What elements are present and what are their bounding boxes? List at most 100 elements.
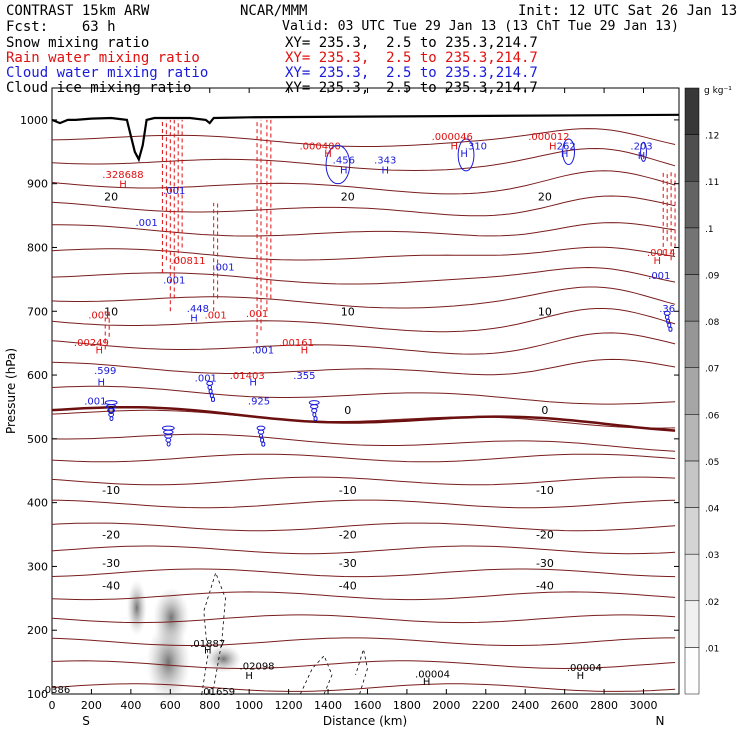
isotherm-label: -40: [339, 580, 357, 593]
colorbar-segment: [684, 414, 700, 462]
max-value-annotation: .00811: [171, 256, 206, 267]
temperature-contour: [51, 332, 676, 355]
cloud-water-contour: [163, 429, 174, 435]
field-xy-rain: XY= 235.3, 2.5 to 235.3,214.7: [285, 50, 538, 66]
x-tick-label: 800: [199, 699, 220, 712]
temperature-contour: [51, 358, 676, 376]
colorbar-tick-label: .09: [705, 271, 720, 281]
y-tick-label: 1000: [20, 114, 48, 127]
max-value-annotation: .001: [84, 397, 106, 408]
temperature-contour: [51, 614, 676, 624]
colorbar-tick-label: .05: [705, 458, 719, 468]
ice-shading: [205, 644, 242, 673]
field-xy-cloud-water: XY= 235.3, 2.5 to 235.3,214.7: [285, 65, 538, 81]
max-value-annotation: .00161: [279, 338, 314, 349]
isotherm-label: 10: [104, 305, 118, 318]
max-value-annotation: .310: [465, 141, 487, 152]
colorbar-segment: [684, 507, 700, 555]
x-tick-label: 600: [160, 699, 181, 712]
temperature-contour: [51, 683, 676, 692]
cloud-water-contour: [667, 322, 672, 328]
cloud-water-contour: [562, 138, 575, 166]
x-end-label-north: N: [656, 714, 665, 728]
colorbar-tick-label: .11: [705, 178, 719, 188]
temperature-contour: [51, 499, 676, 509]
valid-time: Valid: 03 UTC Tue 29 Jan 13 (13 ChT Tue …: [282, 19, 679, 34]
colorbar-tick-label: .06: [705, 411, 720, 421]
max-value-annotation: .01403: [230, 371, 265, 382]
max-value-annotation: .000046: [432, 132, 473, 143]
cloud-water-contour: [325, 144, 351, 185]
isotherm-label: -30: [102, 557, 120, 570]
y-tick-label: 100: [27, 688, 48, 701]
max-value-annotation: H: [577, 671, 585, 682]
colorbar-unit: g kg⁻¹: [704, 86, 732, 96]
cloud-water-contour: [261, 441, 266, 447]
cloud-water-contour: [312, 412, 317, 418]
max-value-annotation: H: [301, 346, 309, 357]
isotherm-label: -20: [339, 529, 357, 542]
colorbar-segment: [684, 227, 700, 275]
colorbar-tick-label: .03: [705, 551, 719, 561]
isotherm-label: 20: [538, 190, 552, 203]
x-tick-label: 3000: [630, 699, 658, 712]
temperature-contour: [51, 286, 676, 309]
max-value-annotation: H: [638, 151, 646, 162]
max-value-annotation: H: [249, 377, 257, 388]
y-tick-label: 600: [27, 369, 48, 382]
temperature-contour: [51, 170, 676, 195]
init-time: Init: 12 UTC Sat 26 Jan 13: [518, 3, 738, 19]
isotherm-label: -10: [536, 484, 554, 497]
x-tick-label: 2400: [511, 699, 539, 712]
cloud-water-contour: [313, 416, 318, 422]
cloud-water-contour: [666, 318, 671, 324]
colorbar-segment: [684, 87, 700, 135]
x-end-label-south: S: [82, 714, 90, 728]
isotherm-label: 0: [344, 404, 351, 417]
max-value-annotation: .456: [333, 155, 355, 166]
colorbar-tick-label: .02: [705, 598, 719, 608]
forecast-hour: Fcst: 63 h: [6, 19, 116, 35]
max-value-annotation: .925: [248, 397, 270, 408]
max-value-annotation: .355: [293, 371, 315, 382]
cloud-water-contour: [311, 408, 318, 414]
field-xy-snow: XY= 235.3, 2.5 to 235.3,214.7: [285, 35, 538, 51]
max-value-annotation: H: [460, 149, 468, 160]
ice-shading: [126, 579, 147, 636]
x-tick-label: 2000: [432, 699, 460, 712]
snow-contour: [300, 654, 333, 695]
max-value-annotation: H: [96, 346, 104, 357]
max-value-annotation: .0014: [647, 248, 676, 259]
max-value-annotation: .001: [212, 263, 234, 274]
max-value-annotation: H: [340, 166, 348, 177]
temperature-contour: [51, 568, 676, 578]
cloud-water-contour: [457, 138, 475, 172]
y-tick-label: 400: [27, 497, 48, 510]
y-tick-label: 700: [27, 305, 48, 318]
x-tick-label: 2800: [590, 699, 618, 712]
colorbar-segment: [684, 647, 700, 695]
colorbar-tick-label: .07: [705, 365, 719, 375]
max-value-annotation: .01659: [200, 687, 235, 698]
x-tick-label: 2600: [551, 699, 579, 712]
max-value-annotation: H: [654, 256, 662, 267]
isotherm-label: 10: [538, 305, 552, 318]
max-value-annotation: .00004: [567, 663, 602, 674]
temperature-contour: [51, 545, 676, 555]
cloud-water-contour: [207, 384, 213, 390]
max-value-annotation: .001: [163, 275, 185, 286]
colorbar-segment: [684, 134, 700, 182]
model-title: CONTRAST 15km ARW: [6, 3, 150, 19]
max-value-annotation: .36: [659, 304, 675, 315]
x-tick-label: 1800: [393, 699, 421, 712]
temperature-contour: [51, 147, 676, 172]
x-tick-label: 2200: [472, 699, 500, 712]
x-tick-label: 1600: [353, 699, 381, 712]
cloud-water-contour: [260, 437, 265, 443]
max-value-annotation: H: [324, 149, 332, 160]
isotherm-label: -10: [339, 484, 357, 497]
x-tick-label: 400: [120, 699, 141, 712]
max-value-annotation: .448: [187, 304, 209, 315]
temperature-contour: [51, 476, 676, 486]
max-value-annotation: .00249: [74, 338, 109, 349]
